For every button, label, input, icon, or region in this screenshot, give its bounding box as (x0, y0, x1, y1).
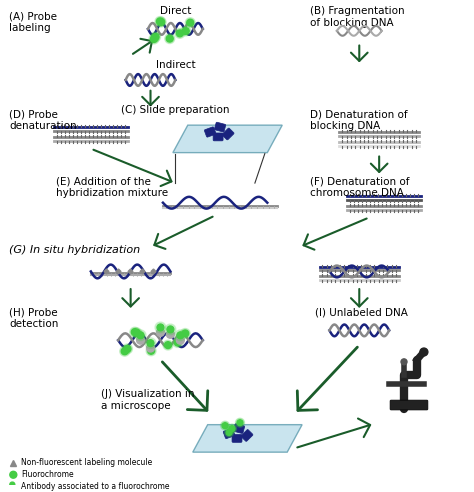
Text: (D) Probe
denaturation: (D) Probe denaturation (9, 109, 77, 131)
Text: (A) Probe
labeling: (A) Probe labeling (9, 11, 57, 33)
Circle shape (165, 34, 175, 43)
Circle shape (145, 338, 156, 348)
Circle shape (177, 332, 184, 338)
Circle shape (155, 17, 165, 27)
Circle shape (220, 421, 229, 430)
Circle shape (401, 359, 407, 365)
Circle shape (164, 341, 172, 348)
Polygon shape (173, 125, 282, 153)
Circle shape (156, 329, 164, 336)
Circle shape (131, 329, 138, 336)
Circle shape (151, 32, 161, 42)
FancyBboxPatch shape (222, 128, 234, 140)
Circle shape (420, 348, 428, 356)
Circle shape (155, 322, 166, 333)
FancyBboxPatch shape (204, 127, 216, 137)
Circle shape (132, 328, 142, 338)
Circle shape (158, 19, 164, 26)
Circle shape (175, 29, 185, 38)
Text: D) Denaturation of
blocking DNA: D) Denaturation of blocking DNA (310, 109, 407, 131)
Circle shape (174, 339, 181, 346)
Circle shape (176, 336, 184, 344)
Text: Indirect: Indirect (155, 61, 195, 70)
Text: (C) Slide preparation: (C) Slide preparation (121, 104, 229, 115)
Circle shape (137, 336, 145, 344)
Circle shape (130, 327, 140, 337)
Text: (H) Probe
detection: (H) Probe detection (9, 308, 59, 330)
Circle shape (175, 330, 186, 340)
Circle shape (176, 30, 183, 37)
Circle shape (137, 332, 144, 338)
Circle shape (163, 340, 173, 350)
Text: Non-fluorescent labeling molecule: Non-fluorescent labeling molecule (21, 459, 153, 467)
Circle shape (182, 330, 189, 337)
Circle shape (10, 471, 17, 478)
Circle shape (156, 17, 166, 27)
FancyBboxPatch shape (214, 122, 226, 132)
Circle shape (173, 338, 182, 347)
Circle shape (166, 331, 174, 338)
FancyBboxPatch shape (233, 424, 245, 433)
Circle shape (187, 19, 194, 26)
Circle shape (226, 430, 232, 435)
Text: (G) In situ hybridization: (G) In situ hybridization (9, 245, 140, 255)
FancyBboxPatch shape (241, 430, 253, 441)
Circle shape (146, 346, 156, 356)
Circle shape (237, 420, 243, 426)
FancyBboxPatch shape (232, 434, 242, 442)
Circle shape (120, 346, 130, 356)
Circle shape (222, 423, 228, 429)
Circle shape (156, 18, 164, 25)
Text: (E) Addition of the
hybridization mixture: (E) Addition of the hybridization mixtur… (56, 176, 168, 198)
Circle shape (150, 35, 157, 42)
Text: (B) Fragmentation
of blocking DNA: (B) Fragmentation of blocking DNA (310, 6, 404, 28)
Text: Direct: Direct (160, 6, 191, 16)
Circle shape (157, 324, 164, 331)
Text: (J) Visualization in
a microscope: (J) Visualization in a microscope (101, 389, 194, 411)
FancyBboxPatch shape (223, 429, 235, 439)
Circle shape (167, 326, 174, 333)
Text: (I) Unlabeled DNA: (I) Unlabeled DNA (315, 308, 408, 318)
Circle shape (10, 482, 15, 487)
Circle shape (124, 345, 131, 352)
Circle shape (146, 344, 155, 352)
Text: (F) Denaturation of
chromosome DNA: (F) Denaturation of chromosome DNA (310, 176, 409, 198)
Circle shape (229, 426, 235, 431)
Text: Fluorochrome: Fluorochrome (21, 470, 74, 479)
FancyBboxPatch shape (390, 400, 428, 410)
Circle shape (225, 428, 234, 437)
Circle shape (147, 339, 154, 346)
Circle shape (166, 35, 173, 42)
Circle shape (236, 418, 245, 427)
Circle shape (10, 486, 15, 491)
Circle shape (147, 347, 155, 354)
Circle shape (180, 329, 190, 338)
Circle shape (228, 424, 237, 433)
Circle shape (165, 324, 176, 335)
Polygon shape (193, 425, 302, 452)
Circle shape (181, 26, 191, 36)
Circle shape (149, 34, 159, 44)
Circle shape (135, 330, 146, 340)
Circle shape (182, 28, 189, 34)
Circle shape (123, 344, 132, 354)
Circle shape (185, 18, 195, 28)
Circle shape (133, 329, 140, 336)
Circle shape (121, 348, 128, 355)
Circle shape (152, 33, 159, 40)
FancyBboxPatch shape (213, 133, 223, 141)
Text: Antibody associated to a fluorochrome: Antibody associated to a fluorochrome (21, 482, 170, 491)
